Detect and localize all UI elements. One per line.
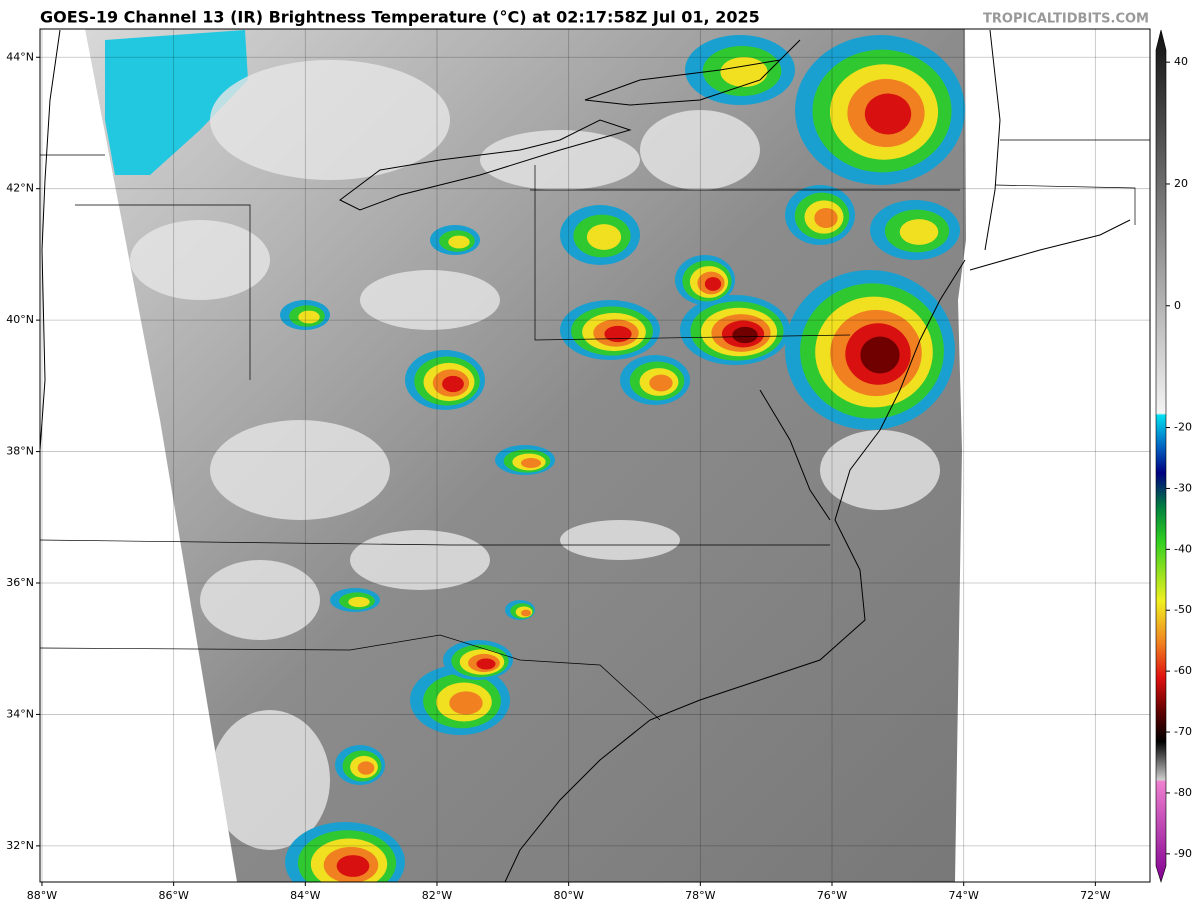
state-border [534,165,851,341]
coastlines [39,29,1131,883]
cloud-layer [105,30,965,882]
storm-cell [442,375,464,393]
state-border [75,204,251,380]
chesapeake-bay [759,389,831,521]
storm-cell [357,761,375,775]
title: GOES-19 Channel 13 (IR) Brightness Tempe… [40,8,760,27]
map-area [39,28,1151,883]
x-tick-label: 72°W [1080,889,1110,902]
y-tick-label: 36°N [6,576,34,589]
cloud-patch [210,420,390,520]
colorbar-tick-label: 0 [1174,299,1181,312]
x-tick-label: 86°W [158,889,188,902]
storm-cell [649,374,673,392]
y-tick-label: 40°N [6,313,34,326]
storm-cell [732,326,758,344]
cloud-patch [560,520,680,560]
storm-cell [860,336,900,374]
map-frame [39,28,1151,883]
colorbar-tick-label: -60 [1174,664,1192,677]
credit: TROPICALTIDBITS.COM [983,12,1149,27]
storm-cell [899,219,939,245]
colorbar-tick-label: -90 [1174,847,1192,860]
x-tick-label: 82°W [422,889,452,902]
x-tick-label: 80°W [553,889,583,902]
cloud-patch [130,220,270,300]
x-tick-label: 76°W [817,889,847,902]
x-tick-label: 84°W [290,889,320,902]
storm-cell [348,596,370,608]
borders [39,139,1150,721]
x-tick-label: 88°W [27,889,57,902]
storm-cell [704,277,722,291]
new-england-coast [984,29,1001,251]
storm-cell [449,691,483,715]
colorbar-tick-label: -40 [1174,542,1192,555]
cloud-patch [640,110,760,190]
cloud-patch [210,710,330,850]
atlantic-coast [504,259,966,883]
state-border [39,634,661,721]
y-tick-label: 42°N [6,182,34,195]
storm-cell [476,658,496,670]
colorbar-tick-label: -30 [1174,481,1192,494]
storm-cell [448,235,470,249]
long-island [969,219,1131,271]
storm-cell [720,57,768,87]
storm-cell [298,310,320,324]
storm-cell [604,325,632,343]
storm-cell [864,93,912,135]
cloud-patch [360,270,500,330]
y-tick-label: 38°N [6,445,34,458]
colorbar-tick-label: 20 [1174,177,1188,190]
cold-cloud-region [105,30,248,175]
cloud-patch [820,430,940,510]
colorbar: 40 20 0 -20 -30 -40 -50 -60 -70 -80 -90 [1155,29,1192,884]
y-tick-label: 44°N [6,50,34,63]
cloud-patch [200,560,320,640]
cloud-patch [480,130,640,190]
colorbar-scale [1155,29,1167,884]
storm-cell [521,609,531,617]
storm-cell [521,458,541,468]
storm-cell [586,224,622,250]
x-tick-label: 78°W [685,889,715,902]
storm-cell [336,855,370,877]
state-border [39,539,830,546]
colorbar-tick-label: -20 [1174,421,1192,434]
colorbar-tick-label: 40 [1174,55,1188,68]
lake-michigan-shore [39,29,61,451]
cloud-patch [350,530,490,590]
y-tick-label: 32°N [6,839,34,852]
state-border [994,139,1150,225]
y-tick-label: 34°N [6,707,34,720]
lake-ontario [584,39,801,106]
storm-cell [814,208,838,228]
x-tick-label: 74°W [948,889,978,902]
colorbar-tick-label: -70 [1174,725,1192,738]
lake-erie [339,119,632,211]
cloud-patch [210,60,450,180]
colorbar-tick-label: -50 [1174,603,1192,616]
colorbar-tick-label: -80 [1174,786,1192,799]
